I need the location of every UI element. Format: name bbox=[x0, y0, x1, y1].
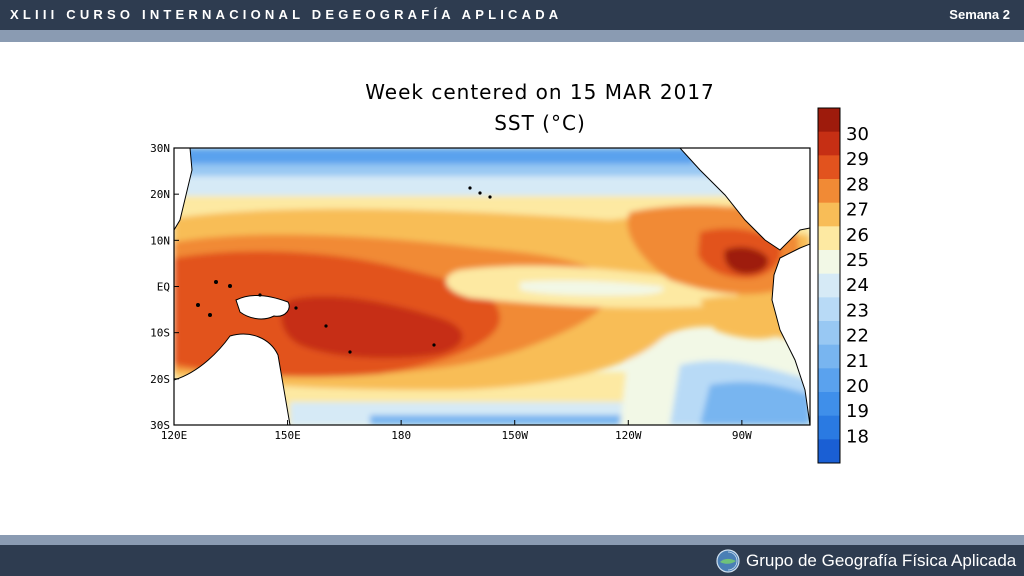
lat-tick-label: 20S bbox=[150, 373, 170, 386]
footer-bar: Grupo de Geografía Física Aplicada bbox=[0, 545, 1024, 576]
legend-label: 23 bbox=[846, 300, 869, 321]
legend-swatch bbox=[818, 250, 840, 275]
legend-swatch bbox=[818, 155, 840, 180]
footer-stripe bbox=[0, 535, 1024, 545]
new-guinea-landmass bbox=[235, 295, 290, 320]
legend-label: 24 bbox=[846, 275, 869, 296]
legend-swatch bbox=[818, 108, 840, 133]
legend-label: 20 bbox=[846, 376, 869, 397]
legend-swatch bbox=[818, 415, 840, 440]
color-legend: 30 29 28 27 26 25 24 23 22 21 20 19 18 bbox=[817, 107, 869, 464]
map-title: Week centered on 15 MAR 2017 bbox=[365, 80, 715, 104]
legend-swatch bbox=[818, 273, 840, 298]
lat-tick-label: EQ bbox=[157, 281, 170, 294]
legend-label: 25 bbox=[846, 250, 869, 271]
legend-swatch bbox=[818, 392, 840, 417]
legend-swatch bbox=[818, 202, 840, 227]
lat-tick-label: 20N bbox=[150, 188, 170, 201]
lon-tick-label: 120W bbox=[615, 429, 642, 442]
lon-tick-label: 150E bbox=[274, 429, 301, 442]
organization-name: Grupo de Geografía Física Aplicada bbox=[746, 551, 1017, 570]
legend-label: 26 bbox=[846, 225, 869, 246]
north-america-landmass bbox=[640, 148, 810, 251]
legend-swatch bbox=[818, 344, 840, 369]
lat-tick-label: 30S bbox=[150, 419, 170, 432]
sst-field bbox=[174, 148, 810, 425]
island-markers bbox=[196, 186, 492, 354]
sst-map: 30N 20N 10N EQ 10S 20S 30S 120E 150E 180 150W 120W… bbox=[150, 142, 811, 442]
legend-label: 29 bbox=[846, 149, 869, 170]
legend-swatch bbox=[818, 226, 840, 251]
lon-tick-label: 180 bbox=[391, 429, 411, 442]
legend-label: 21 bbox=[846, 351, 869, 372]
lon-tick-label: 120E bbox=[161, 429, 188, 442]
lat-tick-label: 30N bbox=[150, 142, 170, 155]
legend-label: 27 bbox=[846, 200, 869, 221]
week-label: Semana 2 bbox=[949, 7, 1010, 22]
longitude-axis: 120E 150E 180 150W 120W 90W bbox=[161, 420, 752, 442]
lat-tick-label: 10S bbox=[150, 327, 170, 340]
lon-tick-label: 150W bbox=[501, 429, 528, 442]
legend-label: 22 bbox=[846, 326, 869, 347]
latitude-axis: 30N 20N 10N EQ 10S 20S 30S bbox=[150, 142, 179, 432]
lat-tick-label: 10N bbox=[150, 234, 170, 247]
map-subtitle: SST (°C) bbox=[494, 111, 586, 135]
header-bar: XLIII CURSO INTERNACIONAL DEGEOGRAFÍA AP… bbox=[0, 0, 1024, 30]
legend-label: 19 bbox=[846, 401, 869, 422]
globe-icon bbox=[716, 549, 740, 573]
legend-swatch bbox=[818, 321, 840, 346]
legend-swatch bbox=[818, 131, 840, 156]
legend-label: 28 bbox=[846, 174, 869, 195]
south-america-landmass bbox=[771, 243, 810, 425]
legend-swatch bbox=[818, 368, 840, 393]
lon-tick-label: 90W bbox=[732, 429, 752, 442]
legend-label: 18 bbox=[846, 426, 869, 447]
header-stripe bbox=[0, 30, 1024, 42]
land-masses bbox=[174, 148, 810, 425]
course-title: XLIII CURSO INTERNACIONAL DEGEOGRAFÍA AP… bbox=[10, 7, 563, 22]
legend-swatch bbox=[818, 297, 840, 322]
legend-swatch bbox=[818, 179, 840, 204]
legend-swatch bbox=[818, 439, 840, 464]
legend-label: 30 bbox=[846, 124, 869, 145]
australia-landmass bbox=[174, 333, 291, 425]
legend-frame bbox=[817, 107, 841, 464]
